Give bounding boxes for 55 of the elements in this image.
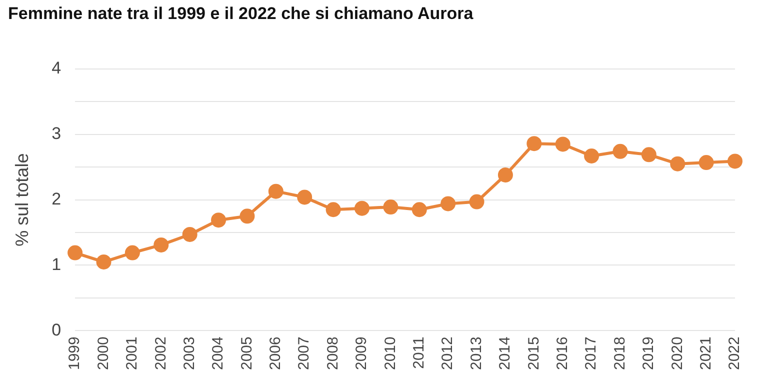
x-tick-label: 2003 [180, 336, 198, 370]
x-tick-label: 2019 [640, 336, 658, 370]
x-tick-label: 2021 [697, 336, 714, 370]
point [641, 147, 656, 162]
x-tick-label: 2022 [726, 336, 744, 370]
y-tick-label: 1 [52, 254, 62, 274]
point [555, 136, 570, 152]
point [354, 200, 370, 216]
x-tick-label: 2013 [468, 336, 485, 370]
x-tick-label: 2011 [410, 336, 428, 369]
point [182, 226, 198, 242]
x-tick-label: 2004 [210, 336, 227, 370]
point [326, 202, 341, 218]
x-tick-label: 2009 [353, 336, 370, 370]
y-tick-label: 3 [52, 124, 62, 144]
x-tick-label: 2002 [152, 336, 170, 370]
point [124, 245, 140, 260]
point [412, 202, 427, 218]
x-tick-label: 2006 [267, 336, 284, 370]
x-tick-label: 2014 [496, 336, 514, 370]
x-tick-label: 2016 [554, 336, 571, 370]
y-axis-title: % sul totale [12, 153, 32, 246]
x-tick-label: 2005 [238, 336, 256, 370]
point [240, 208, 255, 224]
point [154, 237, 169, 252]
point [612, 144, 628, 159]
x-tick-label: 2012 [439, 336, 456, 370]
x-tick-label: 2018 [611, 336, 628, 370]
point [68, 245, 83, 260]
y-tick-label: 0 [52, 320, 62, 340]
point [498, 167, 513, 182]
point [297, 190, 312, 205]
x-tick-label: 2020 [668, 336, 686, 370]
point [383, 200, 398, 215]
x-tick-label: 1999 [66, 336, 84, 370]
x-tick-label: 2008 [324, 336, 342, 370]
point [526, 136, 542, 152]
x-tick-label: 2015 [525, 336, 542, 370]
point [211, 212, 226, 228]
x-tick-label: 2000 [94, 336, 112, 370]
point [268, 184, 284, 199]
point [469, 194, 484, 210]
y-tick-label: 4 [52, 58, 62, 78]
point [670, 156, 686, 172]
point [698, 155, 714, 170]
point [96, 254, 112, 270]
y-tick-label: 2 [52, 190, 62, 209]
point [728, 154, 742, 169]
point [440, 196, 456, 212]
chart-title: Femmine nate tra il 1999 e il 2022 che si chiamano Aurora [8, 4, 474, 24]
x-tick-label: 2010 [382, 336, 399, 370]
point [584, 148, 600, 164]
x-tick-label: 2017 [582, 336, 600, 370]
x-tick-label: 2001 [124, 336, 141, 370]
x-tick-label: 2007 [296, 336, 313, 370]
